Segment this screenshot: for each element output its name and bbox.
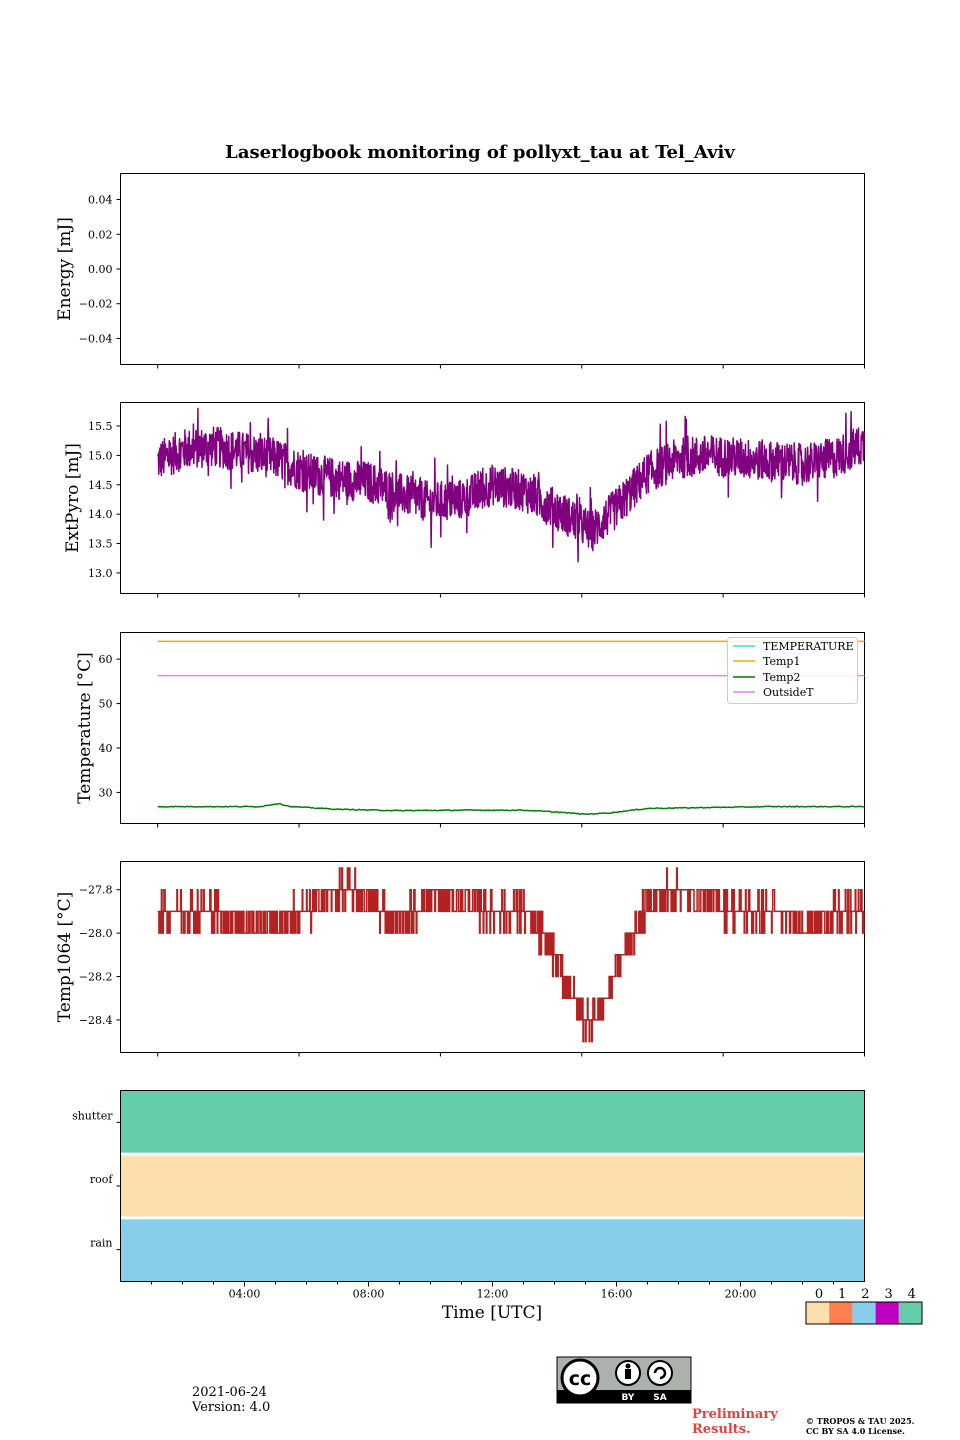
extpyro-panel: 15.5 15.0 14.5 14.0 13.5 13.0 ExtPyro [mJ] — [63, 402, 865, 598]
cc-sa-label: SA — [653, 1393, 666, 1403]
y-tick-label: 0.02 — [88, 228, 113, 241]
y-tick-label: 14.5 — [88, 479, 113, 492]
footer-version: Version: 4.0 — [191, 1400, 270, 1415]
legend-box — [727, 637, 858, 704]
time-x-ticks: 04:00 08:00 12:00 16:00 20:00 — [151, 1281, 834, 1301]
temp1064-panel: −27.8 −28.0 −28.2 −28.4 Temp1064 [°C] — [55, 861, 865, 1057]
extpyro-x-ticks — [157, 593, 865, 598]
y-tick-label: −27.8 — [79, 884, 113, 897]
y-tick-label: 13.5 — [88, 538, 113, 551]
colorbar-tick-label: 4 — [908, 1287, 916, 1302]
preliminary-line-1: Preliminary — [692, 1407, 778, 1422]
temperature-legend: TEMPERATURE Temp1 Temp2 OutsideT — [727, 637, 858, 704]
temp1064-axes-frame — [120, 861, 865, 1053]
y-tick-label: 14.0 — [88, 508, 113, 521]
copyright-line-1: © TROPOS & TAU 2025. — [806, 1416, 915, 1426]
energy-panel: 0.04 0.02 0.00 −0.02 −0.04 Energy [mJ] — [55, 173, 865, 369]
y-tick-label: −0.02 — [79, 298, 113, 311]
status-rows — [120, 1090, 865, 1282]
row-label-rain: rain — [90, 1237, 112, 1250]
cc-icon — [560, 1358, 600, 1398]
y-tick-label: −28.0 — [79, 927, 113, 940]
y-tick-label: 50 — [99, 698, 113, 711]
extpyro-y-ticks: 15.5 15.0 14.5 14.0 13.5 13.0 — [88, 420, 121, 580]
y-tick-label: 13.0 — [88, 567, 113, 580]
energy-y-axis-label: Energy [mJ] — [55, 217, 75, 321]
preliminary-line-2: Results. — [692, 1422, 751, 1437]
colorbar-cell-0 — [806, 1302, 830, 1324]
temp1064-y-axis-label: Temp1064 [°C] — [55, 892, 75, 1023]
copyright-line-2: CC BY SA 4.0 License. — [806, 1426, 905, 1436]
y-tick-label: 0.04 — [88, 194, 113, 207]
legend-label-outsidet: OutsideT — [763, 686, 814, 699]
y-tick-label: 0.00 — [88, 263, 113, 276]
legend-label-temp1: Temp1 — [763, 655, 800, 668]
cc-by-sa-logo: cc BY SA — [556, 1356, 692, 1404]
energy-y-ticks: 0.04 0.02 0.00 −0.02 −0.04 — [79, 194, 121, 345]
x-tick-label: 20:00 — [725, 1288, 757, 1301]
colorbar-tick-label: 3 — [884, 1287, 892, 1302]
colorbar-tick-label: 1 — [838, 1287, 846, 1302]
temp1064-series — [157, 867, 865, 1043]
sa-icon — [647, 1360, 673, 1386]
y-tick-label: 15.0 — [88, 449, 113, 462]
colorbar-cell-3 — [875, 1302, 899, 1324]
status-row-labels: shutter roof rain — [72, 1109, 121, 1251]
y-tick-label: 15.5 — [88, 420, 113, 433]
status-row-roof — [120, 1155, 865, 1217]
temperature-axes-frame — [120, 632, 865, 824]
colorbar-cell-1 — [829, 1302, 853, 1324]
y-tick-label: −0.04 — [79, 332, 113, 345]
y-tick-label: 60 — [99, 653, 113, 666]
extpyro-line — [157, 407, 865, 563]
extpyro-axes-frame — [120, 402, 865, 594]
chart-title: Laserlogbook monitoring of pollyxt_tau a… — [225, 142, 735, 163]
legend-label-temp2: Temp2 — [763, 671, 800, 684]
energy-x-ticks — [157, 364, 865, 369]
extpyro-series — [157, 407, 865, 563]
row-label-roof: roof — [90, 1173, 114, 1186]
x-tick-label: 08:00 — [353, 1288, 385, 1301]
y-tick-label: 30 — [99, 786, 113, 799]
colorbar-tick-label: 2 — [861, 1287, 869, 1302]
y-tick-label: −28.4 — [79, 1014, 113, 1027]
series-line-temp2 — [157, 802, 865, 816]
x-tick-label: 04:00 — [229, 1288, 261, 1301]
y-tick-label: 40 — [99, 742, 113, 755]
colorbar-tick-label: 0 — [815, 1287, 823, 1302]
cc-by-label: BY — [622, 1393, 635, 1403]
temperature-y-axis-label: Temperature [°C] — [75, 652, 95, 804]
temperature-panel: 60 50 40 30 Temperature [°C] TEMPERATURE Te… — [75, 632, 865, 828]
temp1064-x-ticks — [157, 1052, 865, 1057]
legend-label-temperature: TEMPERATURE — [763, 640, 854, 653]
row-label-shutter: shutter — [72, 1109, 113, 1122]
colorbar-cell-2 — [852, 1302, 876, 1324]
status-row-rain — [120, 1219, 865, 1282]
colorbar-frame — [805, 1301, 923, 1325]
x-tick-label: 16:00 — [601, 1288, 633, 1301]
temp1064-y-ticks: −27.8 −28.0 −28.2 −28.4 — [79, 884, 121, 1027]
temp1064-line — [157, 867, 865, 1043]
status-row-shutter — [120, 1090, 865, 1153]
temperature-y-ticks: 60 50 40 30 — [99, 653, 121, 799]
status-panel: shutter roof rain 04:00 08:00 12:00 16:00 20:0… — [72, 1090, 865, 1323]
energy-axes-frame — [120, 173, 865, 365]
extpyro-y-axis-label: ExtPyro [mJ] — [63, 443, 83, 553]
temperature-x-ticks — [157, 823, 865, 828]
cc-badge-text: cc — [569, 1368, 592, 1390]
footer-date: 2021-06-24 — [192, 1385, 267, 1400]
x-axis-label: Time [UTC] — [442, 1303, 542, 1323]
colorbar-cell-4 — [898, 1302, 922, 1324]
x-tick-label: 12:00 — [477, 1288, 509, 1301]
y-tick-label: −28.2 — [79, 971, 113, 984]
